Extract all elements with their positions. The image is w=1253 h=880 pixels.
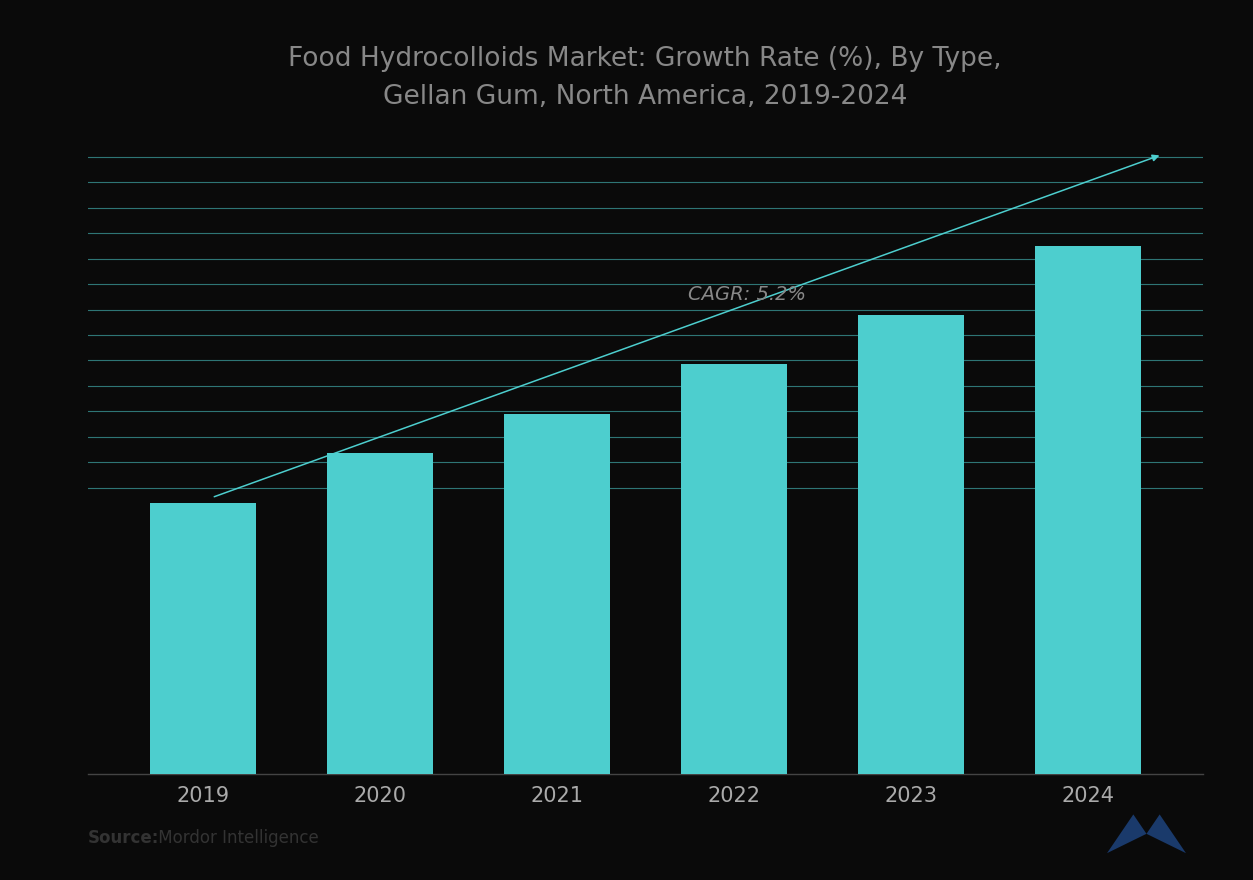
Text: Source:: Source: bbox=[88, 829, 159, 847]
Bar bbox=[858, 315, 964, 774]
Title: Food Hydrocolloids Market: Growth Rate (%), By Type,
Gellan Gum, North America, : Food Hydrocolloids Market: Growth Rate (… bbox=[288, 47, 1002, 110]
Bar bbox=[504, 414, 610, 774]
Bar bbox=[149, 502, 256, 774]
Bar bbox=[680, 364, 787, 774]
Polygon shape bbox=[1108, 815, 1146, 854]
Text: CAGR: 5.2%: CAGR: 5.2% bbox=[688, 285, 806, 304]
Bar bbox=[1035, 246, 1141, 774]
Polygon shape bbox=[1146, 815, 1185, 854]
Bar bbox=[327, 453, 432, 774]
Text: Mordor Intelligence: Mordor Intelligence bbox=[153, 829, 318, 847]
